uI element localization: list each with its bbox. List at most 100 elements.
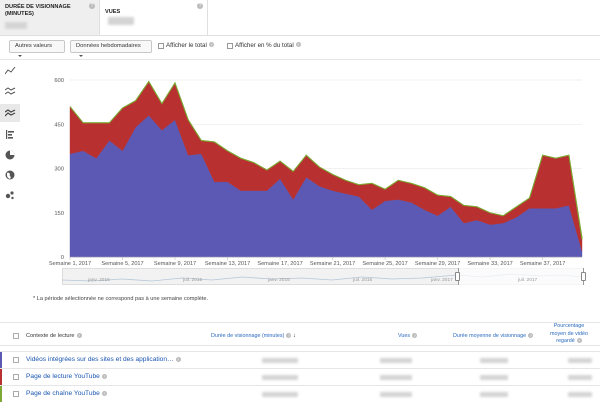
help-icon[interactable]: ?: [208, 42, 214, 48]
table-row[interactable]: Page de lecture YouTube?: [0, 368, 600, 385]
metric-value-blurred: [5, 22, 27, 29]
line-chart-icon[interactable]: [0, 62, 20, 80]
table-header-divider: [0, 345, 600, 346]
row-color-marker: [0, 386, 2, 402]
views-value-blurred: [380, 358, 412, 363]
x-tick-label: Semaine 13, 2017: [205, 261, 250, 267]
metric-tab-views[interactable]: VUES ?: [100, 0, 208, 36]
table-row[interactable]: Page de chaîne YouTube?: [0, 385, 600, 402]
help-icon[interactable]: ?: [175, 356, 181, 362]
help-icon[interactable]: ?: [197, 3, 203, 9]
row-label[interactable]: Page de lecture YouTube?: [26, 373, 107, 380]
avg-percent-value-blurred: [568, 358, 592, 363]
help-icon[interactable]: ?: [101, 390, 107, 396]
show-percent-text: Afficher en % du total: [235, 41, 294, 49]
show-percent-label: Afficher en % du total?: [235, 42, 301, 49]
more-values-dropdown[interactable]: Autres valeurs: [9, 40, 65, 58]
help-icon[interactable]: ?: [528, 333, 534, 339]
y-tick-label: 150: [54, 211, 64, 217]
row-checkbox[interactable]: [13, 391, 19, 397]
chevron-down-icon: [18, 55, 22, 58]
watch-time-value-blurred: [262, 375, 298, 380]
row-label[interactable]: Page de chaîne YouTube?: [26, 390, 107, 397]
help-icon[interactable]: ?: [89, 3, 95, 9]
column-header-avg-duration[interactable]: Durée moyenne de visionnage?: [453, 333, 534, 339]
stacked-area-chart-icon[interactable]: [0, 104, 20, 122]
timeline-label: juil. 2016: [353, 278, 373, 283]
column-header-pct-line2: moyen de vidéo: [549, 330, 589, 337]
weekly-data-label: Données hebdomadaires: [76, 43, 141, 49]
timeline-handle-right[interactable]: [581, 272, 586, 281]
column-header-context: Contexte de lecture?: [26, 333, 82, 339]
show-total-checkbox[interactable]: [158, 43, 164, 49]
avg-percent-value-blurred: [568, 375, 592, 380]
y-tick-label: 300: [54, 167, 64, 173]
row-color-marker: [0, 369, 2, 385]
avg-duration-value-blurred: [480, 375, 508, 380]
sort-desc-icon: ↓: [292, 333, 296, 339]
avg-duration-value-blurred: [480, 358, 508, 363]
row-checkbox[interactable]: [13, 357, 19, 363]
timeline-handle-left[interactable]: [455, 272, 460, 281]
show-total-label: Afficher le total?: [166, 42, 214, 49]
timeline-label: janv. 2016: [268, 278, 290, 283]
metric-tab-watch-time[interactable]: DURÉE DE VISIONNAGE (MINUTES) ?: [0, 0, 100, 36]
column-header-avg-percent[interactable]: Pourcentage moyen de vidéo regardé?: [540, 323, 598, 346]
timeline-label: juil. 2017: [518, 278, 538, 283]
metric-tab-views-label: VUES: [105, 9, 121, 15]
row-label-text[interactable]: Page de lecture YouTube: [26, 373, 100, 380]
column-header-pct-line3-wrap: regardé?: [540, 338, 598, 346]
help-icon[interactable]: ?: [101, 373, 107, 379]
help-icon[interactable]: ?: [295, 42, 301, 48]
x-tick-label: Semaine 9, 2017: [154, 261, 196, 267]
x-tick-label: Semaine 29, 2017: [415, 261, 460, 267]
watch-time-value-blurred: [262, 392, 298, 397]
more-values-label: Autres valeurs: [15, 43, 53, 49]
x-tick-label: Semaine 1, 2017: [49, 261, 91, 267]
y-tick-label: 450: [54, 122, 64, 128]
area-series-outline: [69, 80, 583, 238]
column-header-avg-duration-text: Durée moyenne de visionnage: [453, 333, 527, 339]
y-tick-label: 600: [54, 78, 64, 84]
avg-percent-value-blurred: [568, 392, 592, 397]
views-value-blurred: [380, 375, 412, 380]
metric-value-blurred: [108, 17, 134, 25]
x-tick-label: Semaine 5, 2017: [101, 261, 143, 267]
help-icon[interactable]: ?: [76, 333, 82, 339]
column-header-views-text: Vues: [398, 333, 411, 339]
row-checkbox[interactable]: [13, 374, 19, 380]
timeline-label: janv. 2016: [88, 278, 110, 283]
help-icon[interactable]: ?: [412, 333, 418, 339]
weekly-data-dropdown[interactable]: Données hebdomadaires: [70, 40, 152, 58]
watch-time-value-blurred: [262, 358, 298, 363]
multi-line-chart-icon[interactable]: [0, 82, 20, 100]
metric-tab-strip: [208, 0, 600, 36]
column-header-pct-line3: regardé: [556, 338, 575, 344]
x-tick-label: Semaine 21, 2017: [310, 261, 355, 267]
timeline-label: juil. 2016: [183, 278, 203, 283]
help-icon[interactable]: ?: [286, 333, 292, 339]
table-row[interactable]: Vidéos intégrées sur des sites et des ap…: [0, 351, 600, 368]
chevron-down-icon: [79, 55, 83, 58]
bar-chart-icon[interactable]: [0, 125, 20, 143]
x-tick-label: Semaine 17, 2017: [257, 261, 302, 267]
map-icon[interactable]: [0, 166, 20, 184]
row-color-marker: [0, 352, 2, 368]
column-header-watch-time[interactable]: Durée de visionnage (minutes)? ↓: [211, 333, 296, 339]
column-header-views[interactable]: Vues?: [398, 333, 418, 339]
show-total-text: Afficher le total: [166, 41, 207, 49]
show-percent-checkbox[interactable]: [227, 43, 233, 49]
select-all-checkbox[interactable]: [13, 333, 19, 339]
avg-duration-value-blurred: [480, 392, 508, 397]
column-header-context-text: Contexte de lecture: [26, 333, 75, 339]
row-label[interactable]: Vidéos intégrées sur des sites et des ap…: [26, 356, 181, 363]
timeline-label: janv. 2017: [431, 278, 453, 283]
help-icon[interactable]: ?: [576, 338, 582, 344]
row-label-text[interactable]: Vidéos intégrées sur des sites et des ap…: [26, 356, 174, 363]
column-header-pct-line1: Pourcentage: [553, 323, 585, 329]
x-tick-label: Semaine 25, 2017: [362, 261, 407, 267]
bubble-chart-icon[interactable]: [0, 186, 20, 204]
row-label-text[interactable]: Page de chaîne YouTube: [26, 390, 100, 397]
metric-tab-watch-time-label: DURÉE DE VISIONNAGE (MINUTES): [5, 4, 71, 17]
pie-chart-icon[interactable]: [0, 146, 20, 164]
